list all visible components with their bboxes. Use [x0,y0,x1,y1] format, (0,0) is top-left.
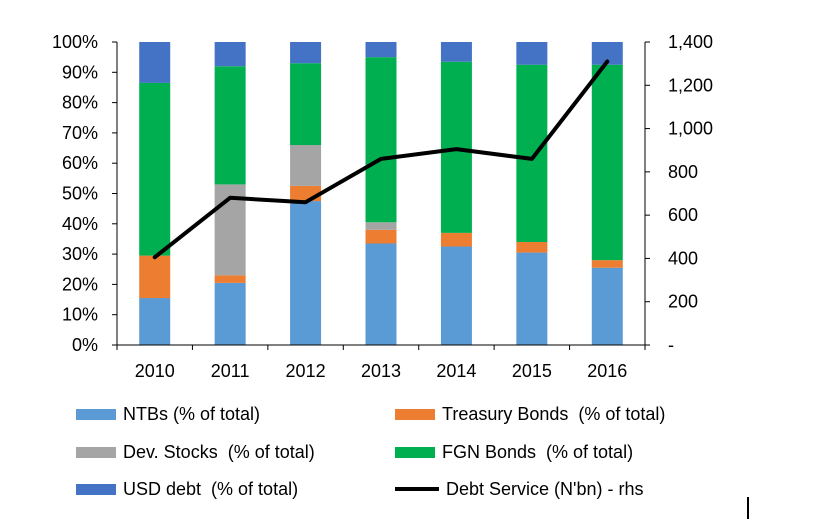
left-tick-label: 30% [62,244,98,264]
bar-2015-series-3 [516,64,548,242]
right-tick-label: 800 [668,162,698,182]
left-tick-label: 40% [62,214,98,234]
debt-service-line [152,59,610,260]
x-tick-label: 2015 [512,361,552,381]
x-tick-label: 2016 [587,361,627,381]
legend-item-fgn-bonds: FGN Bonds (% of total) [395,440,633,464]
bar-2012-series-0 [290,201,322,345]
legend-label-ntbs: NTBs (% of total) [123,403,261,424]
bar-2011-series-0 [214,282,246,345]
bar-2016-series-4 [591,42,623,65]
legend-swatch-fgn-bonds [395,446,435,458]
x-tick-label: 2012 [286,361,326,381]
legend-item-debt-service: Debt Service (N'bn) - rhs [395,477,644,501]
bar-2010-series-4 [139,42,171,83]
bar-2010-series-3 [139,82,171,256]
text-cursor-mark [747,497,749,519]
right-tick-label: 400 [668,248,698,268]
right-tick-label: - [668,335,674,355]
right-tick-label: 200 [668,292,698,312]
legend-item-treasury-bonds: Treasury Bonds (% of total) [395,402,665,426]
bar-2013-series-4 [365,42,397,58]
bar-2013-series-3 [365,57,397,223]
legend-label-debt-service: Debt Service (N'bn) - rhs [446,478,644,499]
bar-2010-series-0 [139,298,171,345]
x-tick-label: 2011 [211,361,250,381]
bar-2011-series-1 [214,275,246,283]
bar-2016-series-3 [591,64,623,261]
legend-item-dev-stocks: Dev. Stocks (% of total) [76,440,315,464]
right-tick-label: 1,400 [668,32,713,52]
x-tick-label: 2013 [361,361,401,381]
bar-2016-series-1 [591,260,623,268]
x-tick-label: 2010 [135,361,175,381]
legend-label-dev-stocks: Dev. Stocks (% of total) [123,441,315,462]
left-tick-label: 70% [62,123,98,143]
bar-2012-series-4 [290,42,322,64]
left-tick-label: 60% [62,153,98,173]
right-tick-label: 600 [668,205,698,225]
legend-item-ntbs: NTBs (% of total) [76,402,260,426]
bar-2014-series-0 [440,246,472,345]
left-tick-label: 90% [62,62,98,82]
axes-layer: 0% 10% 20% 30% 40% 50% 60% 70% 80% 90% 100% - 200 400… [52,32,713,381]
x-tick-label: 2014 [436,361,476,381]
legend-label-fgn-bonds: FGN Bonds (% of total) [442,441,634,462]
bar-2016-series-0 [591,267,623,345]
legend-label-treasury-bonds: Treasury Bonds (% of total) [442,403,666,424]
bar-2012-series-2 [290,145,322,186]
bar-2012-series-1 [290,185,322,202]
bar-layer [139,42,623,345]
left-tick-label: 0% [72,335,98,355]
line-layer [152,59,610,260]
legend-swatch-ntbs [76,408,116,420]
legend-swatch-debt-service [395,487,439,491]
bar-2015-series-1 [516,241,548,253]
bar-2011-series-3 [214,66,246,185]
bar-2013-series-1 [365,229,397,244]
bar-2014-series-1 [440,232,472,247]
legend-swatch-dev-stocks [76,446,116,458]
left-tick-label: 80% [62,93,98,113]
bar-2010-series-1 [139,255,171,299]
left-tick-label: 50% [62,184,98,204]
legend-swatch-usd-debt [76,483,116,495]
bar-2015-series-0 [516,252,548,345]
left-tick-label: 20% [62,274,98,294]
bar-2012-series-3 [290,63,322,146]
left-tick-label: 10% [62,305,98,325]
bar-2014-series-4 [440,42,472,62]
right-tick-label: 1,200 [668,75,713,95]
left-tick-label: 100% [52,32,98,52]
bar-2013-series-2 [365,222,397,230]
bar-2015-series-4 [516,42,548,65]
right-tick-label: 1,000 [668,119,713,139]
legend-item-usd-debt: USD debt (% of total) [76,477,298,501]
bar-2013-series-0 [365,243,397,345]
bar-2011-series-4 [214,42,246,67]
legend-swatch-treasury-bonds [395,408,435,420]
legend-label-usd-debt: USD debt (% of total) [123,478,299,499]
